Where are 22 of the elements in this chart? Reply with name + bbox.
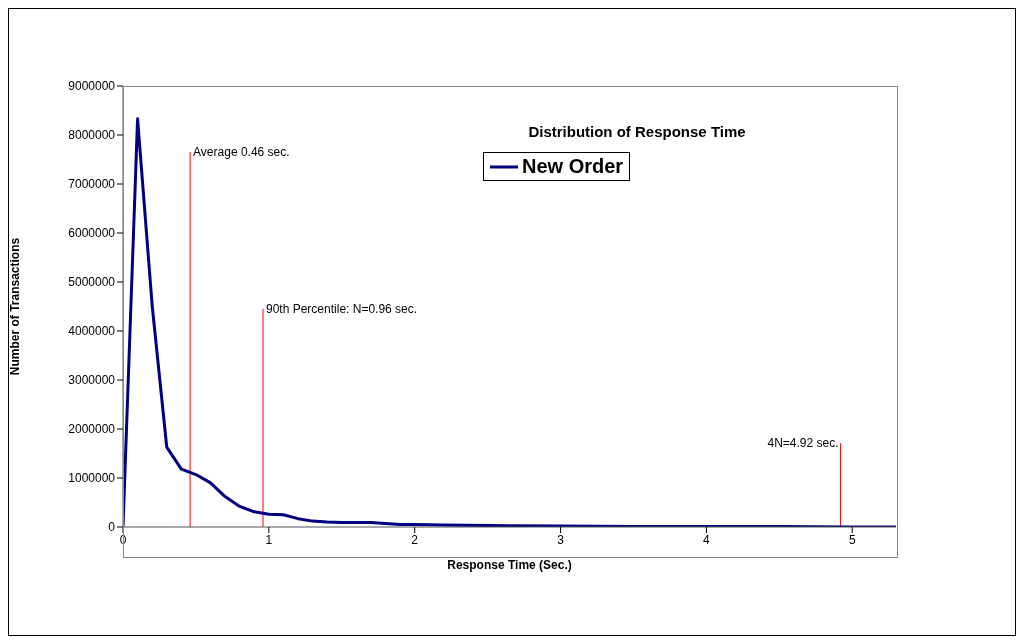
y-tick-label: 1000000 bbox=[68, 471, 116, 486]
ref-line-label: 4N=4.92 sec. bbox=[767, 436, 839, 451]
y-tick-label: 0 bbox=[108, 520, 116, 535]
x-tick-label: 4 bbox=[703, 532, 711, 547]
x-tick-label: 1 bbox=[265, 532, 273, 547]
y-tick-label: 9000000 bbox=[68, 79, 116, 94]
y-tick-label: 3000000 bbox=[68, 373, 116, 388]
ref-line-label: Average 0.46 sec. bbox=[193, 145, 290, 160]
y-tick-label: 4000000 bbox=[68, 324, 116, 339]
y-tick-label: 8000000 bbox=[68, 128, 116, 143]
y-tick-label: 2000000 bbox=[68, 422, 116, 437]
y-tick-label: 5000000 bbox=[68, 275, 116, 290]
ref-line-label: 90th Percentile: N=0.96 sec. bbox=[266, 301, 418, 316]
y-tick-label: 6000000 bbox=[68, 226, 116, 241]
x-tick-label: 5 bbox=[848, 532, 856, 547]
y-axis-title: Number of Transactions bbox=[8, 237, 23, 376]
x-tick-label: 2 bbox=[411, 532, 419, 547]
y-tick-label: 7000000 bbox=[68, 177, 116, 192]
x-tick-label: 3 bbox=[557, 532, 565, 547]
text: Distribution of Response Time bbox=[527, 123, 747, 140]
x-axis-title: Response Time (Sec.) bbox=[447, 558, 572, 572]
legend-label: New Order bbox=[522, 155, 624, 178]
